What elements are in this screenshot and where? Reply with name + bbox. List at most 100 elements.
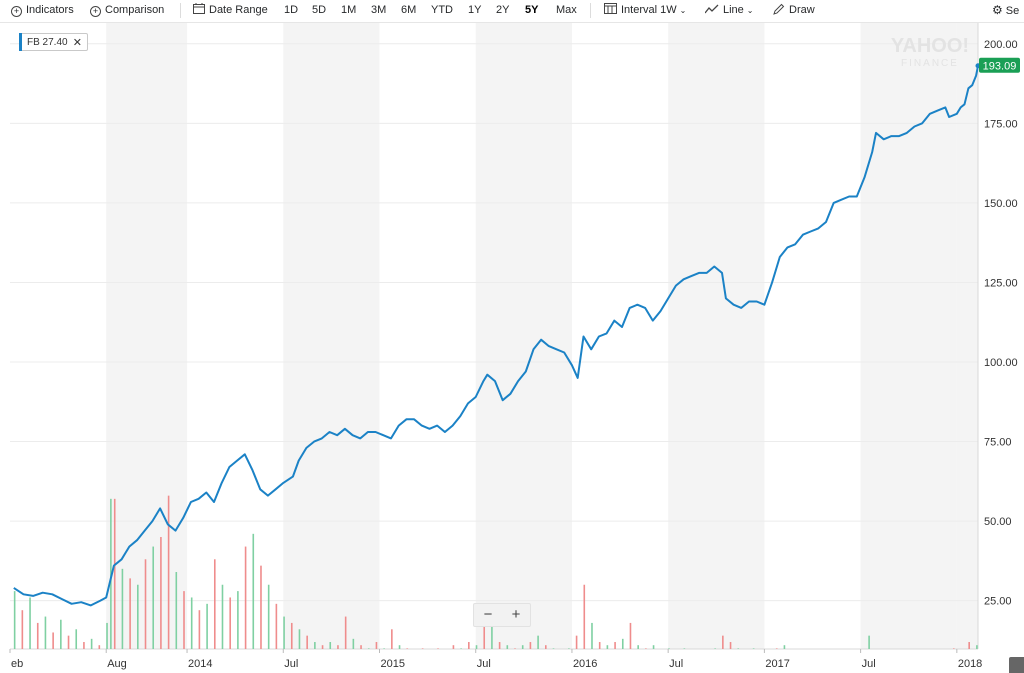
volume-bar <box>952 648 955 649</box>
volume-bar <box>167 495 170 649</box>
range-1d[interactable]: 1D <box>284 4 299 16</box>
volume-bar <box>306 635 308 649</box>
range-1y[interactable]: 1Y <box>468 4 482 16</box>
volume-bar <box>552 648 555 649</box>
volume-bar <box>52 632 54 649</box>
y-tick-label: 175.00 <box>984 118 1018 130</box>
volume-bar <box>129 578 131 649</box>
chevron-down-icon: ⌄ <box>679 6 687 15</box>
volume-bar <box>144 559 147 649</box>
y-tick-label: 125.00 <box>984 277 1018 289</box>
volume-bar <box>968 642 970 649</box>
range-max[interactable]: Max <box>556 4 577 16</box>
interval-icon <box>604 3 617 14</box>
period-bands <box>106 23 978 649</box>
date-range-button[interactable]: Date Range <box>193 0 268 20</box>
volume-bar <box>391 629 393 649</box>
indicators-button[interactable]: + Indicators <box>11 0 74 20</box>
volume-bar <box>537 635 539 649</box>
volume-bar <box>637 645 639 649</box>
range-2y[interactable]: 2Y <box>496 4 510 16</box>
volume-bar <box>152 546 155 649</box>
volume-bar <box>421 648 424 649</box>
zoom-out-button[interactable]: − <box>483 606 493 623</box>
volume-bar <box>383 648 385 649</box>
volume-bar <box>352 638 355 649</box>
zoom-in-button[interactable]: + <box>511 606 521 623</box>
x-axis: eb Aug 2014 Jul 2015 Jul 2016 Jul 2017 Jul 2018 <box>9 649 982 670</box>
volume-bar <box>575 635 578 649</box>
volume-bar <box>714 648 716 649</box>
volume-bar <box>652 645 655 649</box>
y-tick-label: 25.00 <box>984 596 1012 608</box>
volume-bar <box>722 635 724 649</box>
toolbar-divider <box>590 3 591 18</box>
volume-bar <box>752 648 755 649</box>
volume-bar <box>183 591 185 649</box>
volume-bar <box>976 645 978 649</box>
volume-bar <box>260 565 262 649</box>
volume-bar <box>598 642 601 649</box>
volume-bar <box>514 648 516 649</box>
watermark-line2: FINANCE <box>901 58 959 69</box>
volume-bar <box>475 645 478 649</box>
volume-bar <box>113 498 116 649</box>
x-tick-label: 2017 <box>765 658 789 670</box>
draw-label: Draw <box>789 4 815 16</box>
calendar-icon <box>193 3 205 14</box>
volume-bar <box>506 645 509 649</box>
volume-bar <box>90 638 93 649</box>
close-icon[interactable]: ✕ <box>72 37 82 49</box>
volume-bar <box>367 648 370 649</box>
volume-bar <box>244 546 247 649</box>
resize-handle[interactable] <box>1009 657 1024 673</box>
volume-bar <box>36 622 39 649</box>
range-6m[interactable]: 6M <box>401 4 417 16</box>
volume-bar <box>283 616 285 649</box>
range-5y[interactable]: 5Y <box>525 4 539 16</box>
volume-bar <box>106 622 108 649</box>
y-tick-label: 50.00 <box>984 516 1012 528</box>
volume-bar <box>44 616 47 649</box>
volume-bar <box>437 648 439 649</box>
last-price-tag: 193.09 <box>975 57 1020 73</box>
volume-bar <box>614 642 616 649</box>
period-band <box>106 23 188 649</box>
range-ytd[interactable]: YTD <box>431 4 453 16</box>
volume-bar <box>460 648 462 649</box>
volume-bar <box>252 533 255 649</box>
volume-bar <box>190 597 193 649</box>
symbol-chip[interactable]: FB 27.40 ✕ <box>19 33 88 51</box>
volume-bar <box>568 648 570 649</box>
volume-bar <box>645 648 647 649</box>
period-band <box>956 23 978 649</box>
volume-bar <box>468 642 470 649</box>
line-chart-icon <box>704 4 719 14</box>
volume-bar <box>160 537 162 649</box>
date-range-label: Date Range <box>209 4 268 16</box>
settings-button[interactable]: ⚙ Se <box>992 0 1019 20</box>
volume-bar <box>267 584 270 649</box>
volume-bar <box>329 642 332 649</box>
volume-bar <box>375 642 378 649</box>
range-3m[interactable]: 3M <box>371 4 387 16</box>
period-band <box>283 23 380 649</box>
volume-bar <box>868 635 870 649</box>
x-tick-label: 2015 <box>380 658 404 670</box>
volume-bar <box>621 638 624 649</box>
interval-label: Interval <box>621 4 658 16</box>
chart-type-button[interactable]: Line ⌄ <box>704 0 754 20</box>
x-tick-label: Aug <box>107 658 127 670</box>
range-5d[interactable]: 5D <box>312 4 327 16</box>
comparison-button[interactable]: + Comparison <box>90 0 164 20</box>
yahoo-finance-watermark: YAHOO! FINANCE <box>891 35 969 69</box>
range-1m[interactable]: 1M <box>341 4 357 16</box>
volume-bar <box>491 610 493 649</box>
draw-button[interactable]: Draw <box>773 0 815 20</box>
interval-button[interactable]: Interval 1W ⌄ <box>604 0 686 20</box>
volume-bar <box>83 642 85 649</box>
x-tick-label: eb <box>11 658 23 670</box>
volume-bar <box>13 591 16 649</box>
volume-bar <box>21 610 24 649</box>
